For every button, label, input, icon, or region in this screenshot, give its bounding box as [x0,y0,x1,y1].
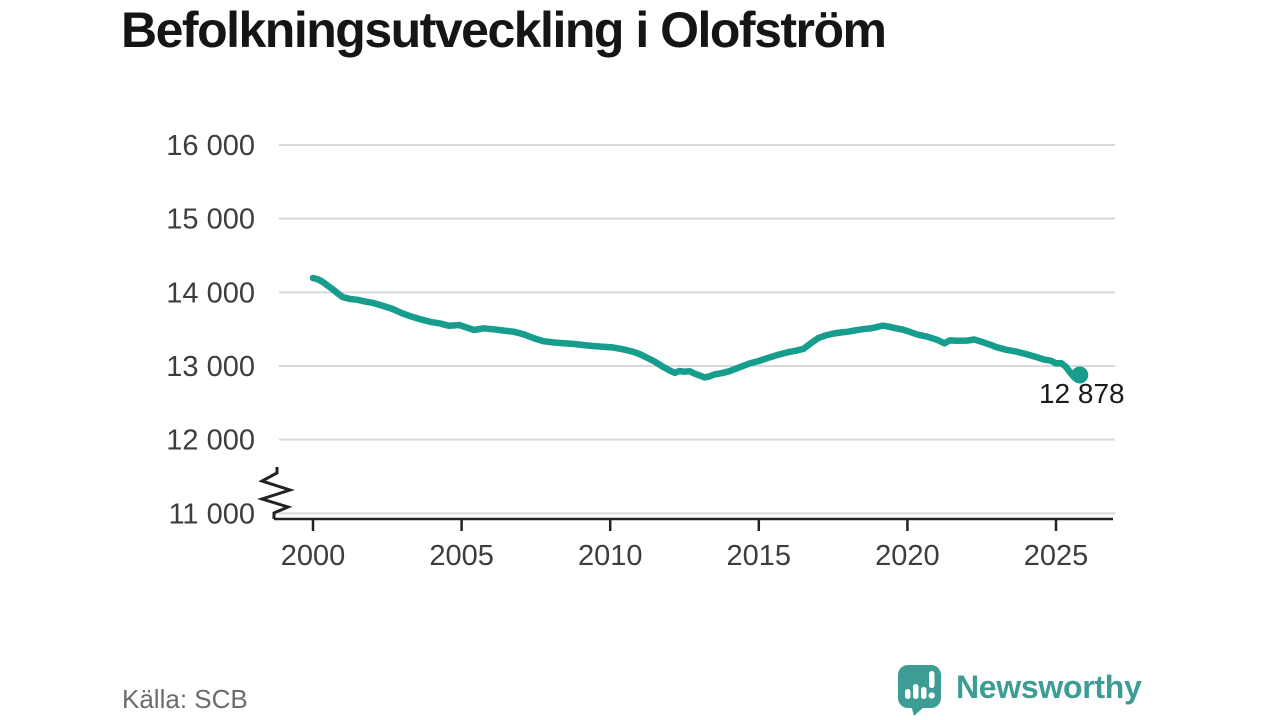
newsworthy-logo-icon [898,665,941,716]
x-tick-label: 2005 [429,540,494,572]
axis-break-icon [257,467,295,519]
x-tick-label: 2000 [281,540,346,572]
x-tick-label: 2020 [875,540,940,572]
x-tick-label: 2025 [1024,540,1089,572]
x-tick-label: 2015 [727,540,792,572]
y-tick-label: 15 000 [166,204,255,236]
y-tick-label: 11 000 [168,498,255,530]
y-tick-label: 16 000 [166,130,255,162]
end-value-label: 12 878 [1039,378,1125,409]
newsworthy-logo-text: Newsworthy [956,669,1142,705]
y-tick-label: 13 000 [166,351,255,383]
x-tick-label: 2010 [578,540,643,572]
chart-title: Befolkningsutveckling i Olofström [121,2,887,58]
newsworthy-logo: Newsworthy [897,664,1142,716]
population-line [309,274,1084,381]
end-point-dot [1071,366,1089,384]
y-tick-label: 12 000 [166,425,255,457]
source-note: Källa: SCB [122,684,248,714]
y-tick-label: 14 000 [166,277,255,309]
